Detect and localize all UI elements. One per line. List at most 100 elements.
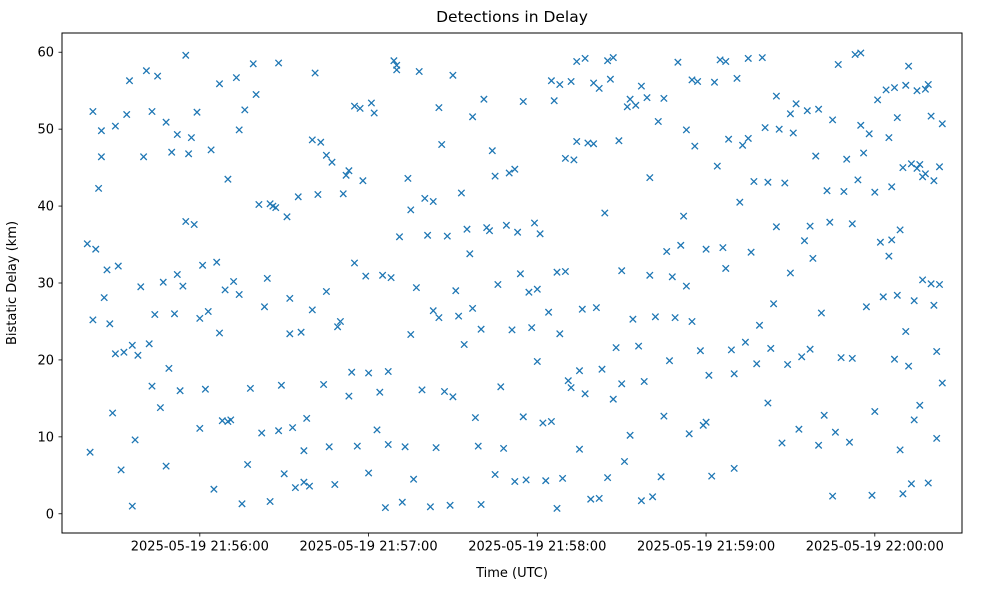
scatter-marker (435, 103, 443, 112)
scatter-marker (356, 104, 364, 113)
scatter-marker (918, 173, 927, 181)
scatter-marker (258, 429, 266, 437)
scatter-marker (274, 427, 283, 435)
scatter-marker (120, 348, 128, 356)
scatter-marker (848, 220, 856, 228)
scatter-marker (904, 62, 913, 70)
scatter-marker (691, 142, 699, 150)
scatter-marker (828, 116, 837, 124)
scatter-marker (603, 57, 612, 65)
scatter-marker (581, 54, 589, 63)
scatter-marker (890, 355, 899, 363)
scatter-marker (789, 129, 797, 137)
scatter-marker (738, 141, 747, 149)
scatter-marker (781, 179, 789, 187)
scatter-marker (629, 315, 637, 323)
scatter-marker (311, 69, 319, 77)
scatter-marker (671, 313, 679, 322)
scatter-marker (196, 424, 204, 433)
scatter-marker (463, 225, 471, 233)
scatter-marker (466, 250, 474, 258)
scatter-marker (460, 340, 468, 349)
scatter-marker (137, 283, 145, 291)
scatter-marker (255, 200, 263, 209)
scatter-marker (553, 504, 561, 513)
scatter-marker (491, 172, 499, 180)
scatter-marker (769, 300, 778, 308)
scatter-marker (575, 445, 584, 453)
scatter-marker (893, 291, 901, 299)
scatter-marker (677, 241, 685, 249)
scatter-marker (927, 112, 935, 120)
scatter-marker (857, 121, 865, 129)
scatter-marker (648, 493, 657, 501)
scatter-marker (626, 431, 634, 439)
scatter-marker (319, 380, 328, 389)
scatter-marker (643, 93, 651, 102)
scatter-marker (857, 49, 865, 57)
scatter-marker (325, 443, 333, 451)
scatter-marker (407, 330, 415, 339)
scatter-marker (395, 233, 404, 241)
scatter-marker (426, 503, 435, 511)
scatter-marker (592, 303, 601, 312)
plot-area (61, 32, 963, 534)
scatter-marker (603, 473, 612, 482)
scatter-marker (364, 469, 373, 477)
scatter-marker (896, 226, 904, 234)
scatter-marker (404, 174, 412, 183)
scatter-marker (364, 369, 373, 377)
scatter-marker (519, 413, 527, 421)
scatter-marker (871, 188, 879, 196)
scatter-marker (303, 414, 311, 423)
scatter-marker (910, 297, 918, 305)
scatter-marker (843, 155, 851, 163)
scatter-marker (494, 280, 502, 289)
scatter-marker (587, 495, 595, 503)
scatter-marker (511, 165, 519, 173)
scatter-marker (570, 156, 578, 164)
scatter-marker (108, 409, 117, 417)
scatter-marker (165, 364, 173, 373)
scatter-marker (184, 150, 193, 158)
scatter-marker (724, 135, 733, 143)
scatter-marker (685, 430, 693, 438)
scatter-marker (201, 385, 210, 393)
scatter-marker (879, 293, 887, 301)
scatter-marker (345, 392, 353, 400)
scatter-marker (899, 490, 907, 498)
scatter-marker (935, 280, 944, 289)
y-tick-label: 30 (37, 277, 54, 292)
scatter-marker (125, 77, 134, 85)
scatter-marker (429, 197, 437, 206)
scatter-marker (333, 323, 342, 331)
scatter-marker (263, 274, 271, 283)
scatter-marker (663, 247, 671, 256)
scatter-marker (159, 278, 167, 286)
scatter-marker (229, 277, 238, 286)
scatter-marker (868, 491, 876, 499)
scatter-marker (314, 190, 322, 199)
chart-title: Detections in Delay (436, 8, 588, 26)
scatter-marker (778, 439, 786, 447)
scatter-marker (384, 440, 392, 449)
scatter-marker (238, 500, 246, 508)
scatter-marker (156, 403, 165, 412)
scatter-marker (297, 328, 305, 336)
scatter-marker (415, 67, 423, 76)
x-tick-label: 2025-05-19 21:56:00 (131, 540, 269, 555)
scatter-marker (370, 109, 378, 117)
scatter-marker (828, 492, 837, 500)
scatter-marker (272, 203, 280, 212)
scatter-marker (930, 177, 938, 185)
scatter-marker (618, 380, 626, 388)
scatter-marker (660, 412, 668, 420)
scatter-marker (544, 308, 553, 316)
scatter-marker (772, 223, 781, 231)
scatter-marker (907, 480, 916, 488)
scatter-marker (471, 413, 480, 422)
scatter-marker (243, 460, 252, 469)
scatter-marker (286, 294, 294, 303)
scatter-marker (744, 54, 752, 63)
